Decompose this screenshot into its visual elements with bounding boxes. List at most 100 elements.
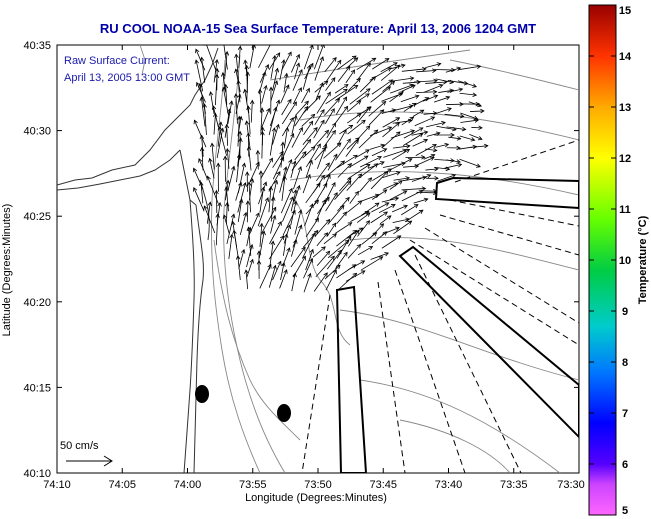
current-vector-head [236,153,242,159]
scale-arrow-label: 50 cm/s [60,440,99,452]
current-vector-head [345,196,350,202]
current-vector-head [298,224,303,230]
current-vector-head [350,69,356,75]
current-vector [248,182,251,213]
current-vector-head [434,175,439,181]
current-vector-head [331,122,337,128]
current-vector [301,88,310,104]
current-vector-head [357,200,363,205]
current-vector [349,191,359,204]
current-vector [470,110,484,112]
current-vector [337,129,347,146]
current-vector [222,87,229,116]
current-vector-head [214,189,219,195]
current-vector [459,135,475,141]
current-vector-head [357,173,363,178]
current-vector-head [421,155,426,160]
current-vector [209,158,215,179]
current-vector [457,80,477,88]
scale-arrow: 50 cm/s [60,440,113,467]
current-vector-head [246,181,252,186]
current-vector [460,119,479,123]
current-vector-head [282,175,287,180]
current-vector-head [472,144,478,150]
current-vector-head [407,220,413,225]
current-vector [371,202,389,213]
current-vector [402,165,419,168]
current-vector [216,128,224,159]
current-vector [246,259,254,278]
current-vector [325,269,337,291]
current-vector-head [477,102,482,108]
colorbar-ticks: 5 6 7 8 9 10 11 12 13 14 15 [589,4,632,517]
current-vector [413,198,428,204]
current-vector-head [371,57,377,62]
current-vector [345,139,359,157]
current-vector-head [478,125,483,131]
current-vector [222,72,226,93]
current-vector-head [365,212,371,217]
current-vector-head [394,196,400,202]
current-vector-head [360,260,366,265]
current-vector-head [342,96,347,102]
current-vector [282,234,288,256]
current-vector [316,92,331,114]
current-vector [324,98,340,116]
current-vector-head [274,67,280,73]
y-tick-label: 40:20 [23,297,51,309]
current-vector-head [223,83,229,89]
current-vector [371,148,387,157]
current-vector [225,84,228,105]
current-vector-head [347,235,352,241]
current-vector [413,80,438,83]
current-vector-head [215,162,221,167]
current-vector-head [344,239,350,245]
current-vector [345,69,355,84]
current-vector-head [395,64,401,69]
current-vector [402,133,423,146]
current-vector [294,63,300,80]
current-vector-head [234,68,239,74]
current-vector-head [258,170,264,175]
x-tick-label: 73:40 [435,479,463,491]
current-vector [302,174,311,194]
current-vector-head [217,125,223,131]
current-vector-head [199,56,205,62]
current-vector [325,60,342,83]
current-vector [356,57,376,70]
current-vector [392,77,414,82]
current-vector [381,131,401,149]
current-vector-head [316,95,321,100]
current-vector [434,107,452,115]
current-vector-head [361,119,366,125]
current-vector-head [387,126,393,131]
current-vector-head [323,182,328,188]
current-vector-head [214,59,219,64]
current-vector [313,120,325,139]
current-vector-head [384,252,390,257]
current-vector [324,130,336,146]
current-vector-head [402,190,408,195]
current-vector [305,160,313,179]
current-vector-head [293,114,298,120]
current-vector-head [245,200,251,205]
current-vector [327,154,338,171]
current-vector [390,84,414,94]
current-vector [279,269,288,289]
current-vector [379,215,392,225]
current-vector [347,119,366,135]
current-vector-head [316,182,321,188]
current-vector [468,101,482,107]
current-vector-head [266,107,271,113]
y-axis-ticks: 40:10 40:15 40:20 40:25 40:30 40:35 [23,40,579,480]
colorbar-tick-label: 15 [619,5,631,17]
current-vector-head [409,76,415,81]
current-vector-head [246,145,252,151]
current-vector-head [352,272,358,278]
current-vector [292,69,303,91]
current-vector-head [231,165,236,171]
current-vector [438,89,454,93]
current-vector [334,84,349,94]
current-vector [338,273,357,290]
